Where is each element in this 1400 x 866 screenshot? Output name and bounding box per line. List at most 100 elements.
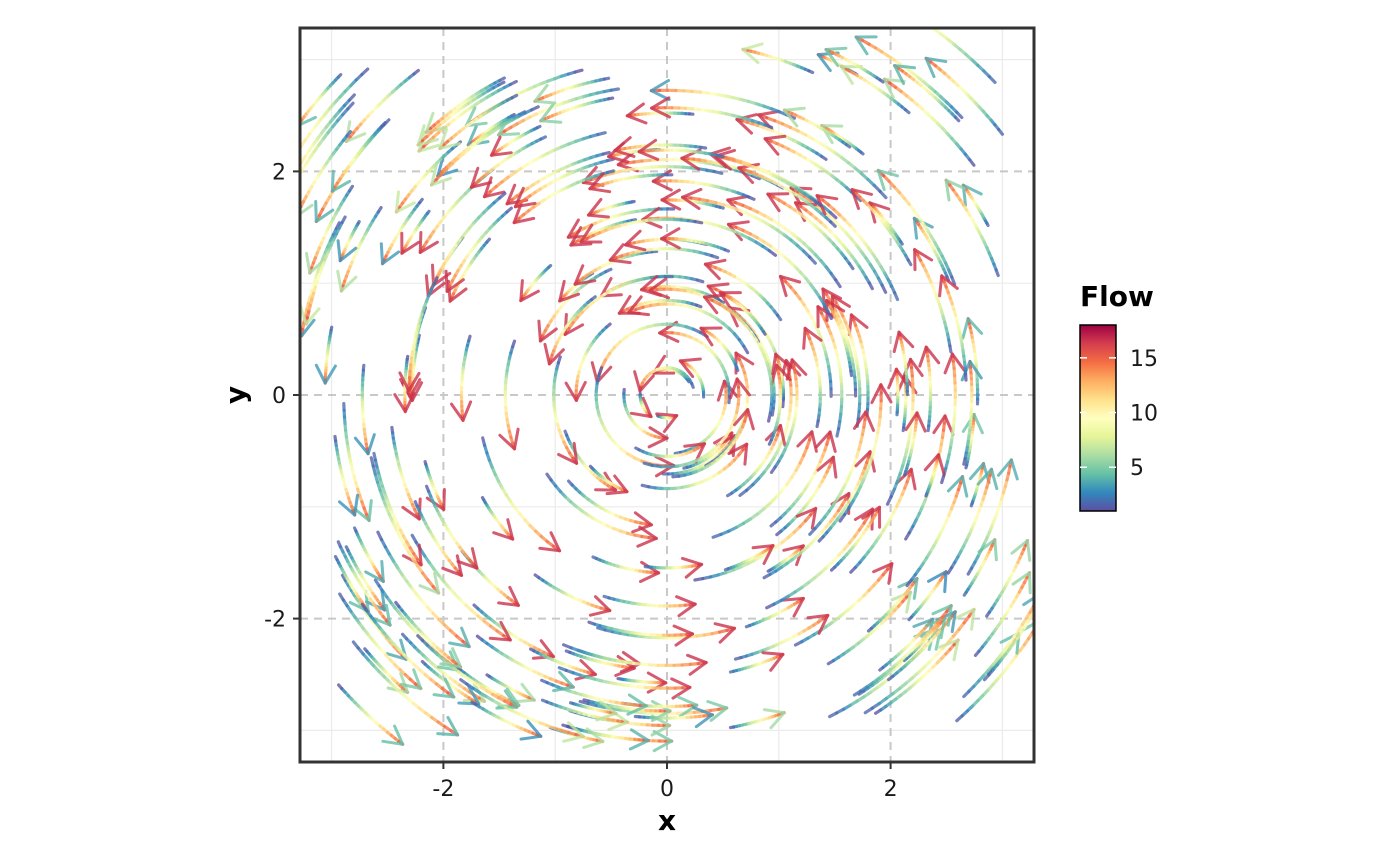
streamline-arrowhead — [824, 46, 848, 68]
streamline-arrowhead — [762, 708, 786, 730]
streamline-arrowhead — [923, 453, 946, 476]
streamline-arrowhead — [718, 291, 742, 311]
streamline-arrowhead — [699, 326, 723, 347]
streamline-arrowhead — [314, 363, 337, 385]
streamline-arrowhead — [424, 111, 448, 134]
streamline-arrowhead — [588, 595, 612, 617]
colorbar-ticks: 5 10 15 — [1080, 347, 1158, 481]
streamline-arrowhead — [997, 458, 1019, 481]
streamline-arrowhead — [782, 596, 805, 618]
streamline-arrowhead — [852, 410, 875, 432]
streamline-arrowhead — [314, 200, 335, 223]
streamline-arrowhead — [815, 430, 837, 453]
streamline-arrowhead — [977, 538, 998, 562]
streamline-arrowhead — [937, 638, 960, 662]
streamline-arrowhead — [439, 647, 463, 669]
streamline-arrowhead — [751, 544, 775, 565]
streamline-arrowhead — [300, 303, 321, 326]
streamline-arrowhead — [595, 699, 618, 722]
streamline-arrowhead — [432, 677, 456, 699]
streamline-arrowhead — [533, 83, 557, 105]
streamline-arrowhead — [450, 400, 473, 422]
streamline-arrowhead — [825, 299, 846, 322]
streamline-arrowhead — [300, 104, 317, 127]
streamline-arrowhead — [924, 56, 948, 79]
x-tick-label: 0 — [660, 777, 674, 802]
legend-title: Flow — [1080, 280, 1154, 313]
streamline-arrowhead — [887, 367, 910, 390]
streamline-arrowhead — [927, 570, 948, 594]
streamline-arrowhead — [924, 616, 947, 640]
streamline-arrowhead — [816, 455, 838, 479]
streamline-arrowhead — [564, 381, 587, 402]
streamline-arrowhead — [558, 279, 580, 303]
streamline-arrowhead — [581, 165, 605, 187]
streamline-arrowhead — [976, 467, 999, 491]
streamline-arrowhead — [1021, 622, 1034, 632]
x-axis-title: x — [658, 804, 676, 837]
streamline-arrowhead — [497, 585, 520, 607]
streamline-arrowhead — [764, 424, 787, 447]
streamline-arrowhead — [789, 186, 813, 207]
colorbar-legend: Flow 5 10 15 — [1079, 280, 1158, 512]
y-tick-label: 2 — [272, 160, 286, 185]
streamline-arrowhead — [761, 651, 785, 672]
streamline-arrowhead — [706, 700, 729, 722]
streamline-arrowhead — [870, 383, 893, 405]
streamline-arrowhead — [660, 188, 682, 211]
streamline-arrowhead — [703, 258, 727, 281]
streamline-arrowhead — [436, 715, 460, 737]
streamline-arrowhead — [954, 607, 976, 631]
streamline-arrowhead — [398, 371, 421, 393]
streamline-arrowhead — [399, 668, 423, 690]
streamline-arrowhead — [785, 358, 808, 381]
streamline-arrowhead — [868, 201, 891, 224]
streamline-arrowhead — [782, 544, 805, 567]
streamline-arrowhead — [488, 620, 512, 642]
y-tick-label: 0 — [272, 384, 286, 409]
streamline-arrowhead — [492, 518, 515, 541]
streamline-arrowhead — [519, 719, 543, 741]
streamline-arrowhead — [1011, 571, 1032, 595]
streamline-arrowhead — [438, 128, 461, 150]
streamline-arrowhead — [735, 113, 758, 135]
streamlines — [300, 28, 1034, 753]
colorbar — [1079, 324, 1117, 512]
streamline-arrowhead — [401, 543, 423, 567]
streamline-arrowhead — [557, 441, 579, 465]
streamline-arrowhead — [703, 293, 726, 315]
y-axis-title: y — [219, 386, 252, 404]
streamline-arrowhead — [579, 223, 603, 244]
streamline-arrowhead — [400, 231, 421, 255]
streamline-arrowhead — [946, 475, 969, 498]
streamline-arrowhead — [652, 354, 676, 375]
streamline-arrowhead — [890, 590, 912, 614]
streamline-arrowhead — [370, 603, 392, 627]
streamline-arrowhead — [944, 178, 966, 202]
streamline-arrowhead — [628, 728, 650, 751]
streamline-arrowhead — [512, 682, 536, 704]
streamline-arrowhead — [892, 330, 915, 354]
streamline-arrowhead — [633, 370, 655, 393]
streamline-arrowhead — [456, 547, 479, 570]
streamline-arrowhead — [782, 106, 806, 128]
streamline-arrowhead — [861, 505, 882, 529]
streamline-arrowhead — [686, 653, 708, 676]
streamline-arrowhead — [629, 396, 653, 419]
streamline-arrowhead — [448, 626, 471, 649]
streamline-arrowhead — [675, 595, 697, 618]
streamline-arrowhead — [729, 377, 751, 400]
streamline-arrowhead — [796, 430, 818, 453]
streamline-arrowhead — [552, 670, 575, 693]
streamline-arrowhead — [961, 183, 983, 207]
streamline-arrowhead — [393, 392, 416, 414]
streamline-arrowhead — [647, 426, 669, 449]
streamline-arrowhead — [625, 102, 648, 125]
streamline-arrowhead — [672, 624, 694, 647]
streamline-arrowhead — [847, 313, 869, 337]
streamline-arrowhead — [770, 363, 792, 386]
streamline-arrowhead — [344, 120, 367, 143]
colorbar-tick-label: 15 — [1130, 347, 1158, 372]
